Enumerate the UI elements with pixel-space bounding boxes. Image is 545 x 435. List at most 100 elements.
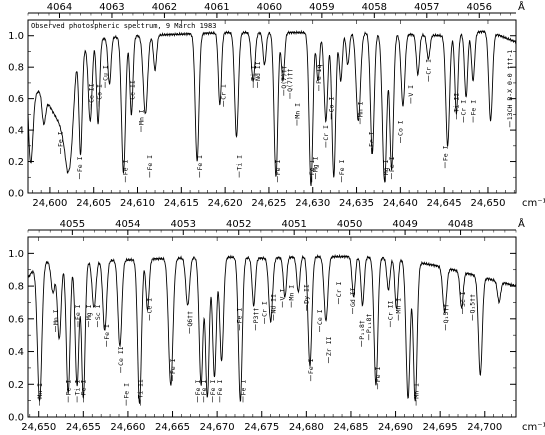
top-axis-tick-label: 4064	[47, 2, 72, 13]
line-identification-label: Cr I	[322, 125, 330, 141]
x-tick-label: 24,670	[200, 422, 235, 433]
x-tick-label: 24,700	[467, 422, 502, 433]
top-axis-tick-label: 4051	[281, 219, 306, 230]
top-axis-tick-label: 4050	[337, 219, 362, 230]
line-identification-label: Mn I	[412, 383, 420, 399]
spectrum-line	[27, 253, 517, 404]
line-identification-label: Fe I	[169, 358, 177, 374]
line-identification-label: Fe I	[209, 380, 217, 396]
line-identification-label: Fe I	[196, 155, 204, 171]
top-axis-tick-label: 4058	[362, 2, 387, 13]
line-identification-label: Mg I	[382, 160, 390, 176]
line-identification-label: Ce II	[129, 80, 137, 100]
line-identification-label: P₁₁8†	[358, 320, 366, 340]
y-tick-label: 0.2	[8, 380, 24, 391]
line-identification-label: Fe I	[307, 358, 315, 374]
line-identification-label: Zr II	[325, 336, 333, 356]
top-axis-tick-label: 4061	[204, 2, 229, 13]
line-identification-label: Fe I	[441, 145, 449, 161]
line-identification-label: Q(7)††	[286, 68, 294, 92]
top-axis-tick-label: 4057	[414, 2, 439, 13]
line-identification-label: Fe I	[194, 380, 202, 396]
line-identification-label: Cu I	[101, 65, 109, 81]
x-tick-label: 24,620	[208, 198, 243, 209]
line-identification-label: Fe I	[338, 160, 346, 176]
line-identification-label: Gd II	[349, 287, 357, 307]
line-identification-label: Ti II	[453, 93, 461, 113]
top-axis-tick-label: 4053	[171, 219, 196, 230]
line-identification-label: Fe I	[200, 380, 208, 396]
line-identification-label: Fe I	[469, 100, 477, 116]
y-tick-label: 0.6	[8, 94, 24, 105]
line-identification-label: Ce II	[117, 346, 125, 366]
x-tick-label: 24,640	[383, 198, 418, 209]
top-axis-tick-label: 4048	[448, 219, 473, 230]
y-tick-label: 1.0	[8, 249, 24, 260]
line-identification-label: Cr I	[220, 84, 228, 100]
chart-panel-top: 24,600 24,605 24,610 24,615 24,620 24,625 24,6…	[8, 0, 545, 209]
line-identification-label: Ti I	[249, 65, 257, 81]
line-identification-label: Co I	[327, 97, 335, 113]
chart-panel-bottom: 24,650 24,655 24,660 24,665 24,670 24,675 24,6…	[8, 217, 545, 433]
x-tick-label: 24,680	[289, 422, 324, 433]
x-tick-label: 24,615	[164, 198, 199, 209]
y-tick-label: 0.4	[8, 347, 24, 358]
line-identification-label: Fe I	[103, 324, 111, 340]
line-identification-label: Mg I	[85, 304, 93, 320]
line-identification-label: Ti I	[73, 380, 81, 396]
plot-frame	[27, 19, 517, 194]
x-tick-label: 24,685	[333, 422, 368, 433]
line-identification-label: Fe I	[57, 131, 65, 147]
line-identification-label: Fe Iq	[315, 64, 323, 84]
line-identification-label: Sc I	[94, 304, 102, 320]
y-tick-label: 0.2	[8, 157, 24, 168]
x-tick-label: 24,695	[423, 422, 458, 433]
line-identification-label: Mn I	[137, 109, 145, 125]
line-identification-label: Mn I	[36, 383, 44, 399]
line-identification-label: Sc I	[459, 291, 467, 307]
line-identification-label: Fe I	[274, 160, 282, 176]
line-identification-label: P3††	[252, 308, 260, 324]
plot-frame	[27, 236, 517, 418]
line-identification-label: Dy II	[303, 284, 311, 304]
line-identification-label: Cr I	[460, 100, 468, 116]
line-identification-label: Ce I	[146, 298, 154, 314]
line-identification-label: Fe I	[374, 367, 382, 383]
spectrum-line	[27, 29, 517, 187]
line-identification-label: Co I	[95, 84, 103, 100]
top-axis-tick-label: 4063	[99, 2, 124, 13]
line-identification-label: Ce I	[316, 309, 324, 325]
line-identification-label: Q₁5††	[442, 304, 450, 324]
top-axis-unit: Å	[518, 0, 525, 13]
top-axis-tick-label: 4060	[257, 2, 282, 13]
x-tick-label: 24,630	[295, 198, 330, 209]
line-identification-label: Ti I	[235, 155, 243, 171]
x-tick-label: 24,635	[339, 198, 374, 209]
line-identification-label: Cr II	[387, 300, 395, 320]
x-tick-label: 24,675	[244, 422, 279, 433]
x-tick-label: 24,650	[470, 198, 505, 209]
line-identification-label: Fe I	[64, 380, 72, 396]
y-tick-label: 0.8	[8, 63, 24, 74]
line-identification-label: Mn I	[52, 309, 60, 325]
line-identification-label: Fe I	[388, 156, 396, 172]
x-tick-label: 24,690	[378, 422, 413, 433]
x-tick-label: 24,610	[120, 198, 155, 209]
y-tick-label: 0.0	[8, 413, 24, 424]
top-axis-tick-label: 4055	[60, 219, 85, 230]
line-identification-label: Fe I	[239, 380, 247, 396]
top-axis-tick-label: 4049	[392, 219, 417, 230]
x-axis-unit: cm⁻¹	[522, 198, 545, 209]
line-identification-label: P₁₁8†	[365, 314, 373, 334]
top-axis-tick-label: 4052	[226, 219, 251, 230]
x-axis-unit: cm⁻¹	[522, 422, 545, 433]
line-identification-label: V I	[407, 85, 415, 97]
x-tick-label: 24,665	[155, 422, 190, 433]
x-tick-label: 24,645	[427, 198, 462, 209]
y-tick-label: 0.4	[8, 126, 24, 137]
top-axis-tick-label: 4059	[309, 2, 334, 13]
line-identification-label: Cr I	[261, 301, 269, 317]
top-axis-tick-label: 4062	[152, 2, 177, 13]
line-identification-label: Co I	[397, 120, 405, 136]
line-identification-label: Ce II	[87, 83, 95, 103]
